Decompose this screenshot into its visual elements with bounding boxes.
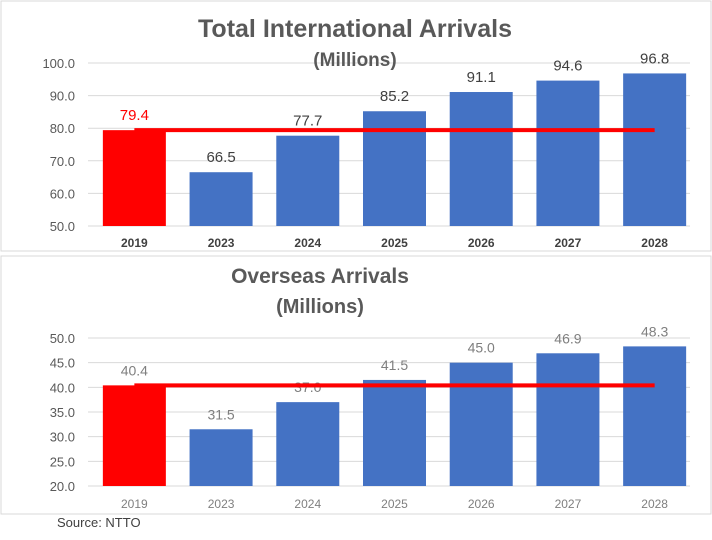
data-label: 79.4 [120, 107, 149, 124]
x-tick-label: 2025 [381, 236, 408, 250]
data-label: 45.0 [468, 340, 495, 356]
bar-2027 [536, 353, 600, 486]
x-tick-label: 2026 [468, 236, 495, 250]
x-tick-label: 2023 [208, 236, 235, 250]
y-tick-label: 35.0 [50, 405, 75, 420]
bar-2024 [276, 135, 340, 226]
bar-2028 [623, 346, 687, 486]
chart-subtitle: (Millions) [276, 296, 364, 318]
y-tick-label: 50.0 [50, 219, 75, 234]
x-tick-label: 2028 [641, 236, 668, 250]
y-tick-label: 100.0 [42, 56, 75, 71]
data-label: 77.7 [293, 113, 322, 130]
data-label: 96.8 [640, 50, 669, 67]
chart-title: Total International Arrivals [198, 15, 512, 43]
data-label: 48.3 [641, 323, 668, 339]
y-tick-label: 80.0 [50, 121, 75, 136]
y-tick-label: 25.0 [50, 454, 75, 469]
x-tick-label: 2019 [121, 497, 148, 511]
y-tick-label: 30.0 [50, 430, 75, 445]
data-label: 40.4 [121, 362, 148, 378]
x-tick-label: 2025 [381, 497, 408, 511]
data-label: 41.5 [381, 357, 408, 373]
bar-2019 [102, 130, 166, 226]
x-tick-label: 2024 [294, 497, 321, 511]
chart-title: Overseas Arrivals [231, 265, 409, 288]
bar-2023 [189, 429, 253, 486]
data-label: 85.2 [380, 88, 409, 105]
bar-2027 [536, 80, 600, 226]
data-label: 66.5 [206, 149, 235, 166]
data-label: 91.1 [467, 69, 496, 86]
data-label: 31.5 [207, 406, 234, 422]
y-tick-label: 50.0 [50, 331, 75, 346]
bar-2026 [449, 92, 513, 226]
x-tick-label: 2027 [555, 236, 582, 250]
x-tick-label: 2026 [468, 497, 495, 511]
chart-subtitle: (Millions) [313, 50, 396, 71]
bar-2024 [276, 402, 340, 486]
data-label: 94.6 [553, 58, 582, 75]
y-tick-label: 20.0 [50, 479, 75, 494]
bar-2025 [363, 379, 426, 486]
y-tick-label: 40.0 [50, 380, 75, 395]
y-tick-label: 70.0 [50, 154, 75, 169]
data-label: 46.9 [554, 330, 581, 346]
x-tick-label: 2023 [208, 497, 235, 511]
bar-2023 [189, 172, 253, 226]
x-tick-label: 2019 [121, 236, 148, 250]
y-tick-label: 45.0 [50, 356, 75, 371]
bar-2026 [449, 362, 513, 486]
y-tick-label: 90.0 [50, 89, 75, 104]
x-tick-label: 2027 [555, 497, 582, 511]
bar-2019 [102, 385, 166, 486]
x-tick-label: 2024 [294, 236, 321, 250]
bar-2028 [623, 73, 687, 226]
y-tick-label: 60.0 [50, 186, 75, 201]
source-note: Source: NTTO [57, 515, 141, 530]
x-tick-label: 2028 [641, 497, 668, 511]
